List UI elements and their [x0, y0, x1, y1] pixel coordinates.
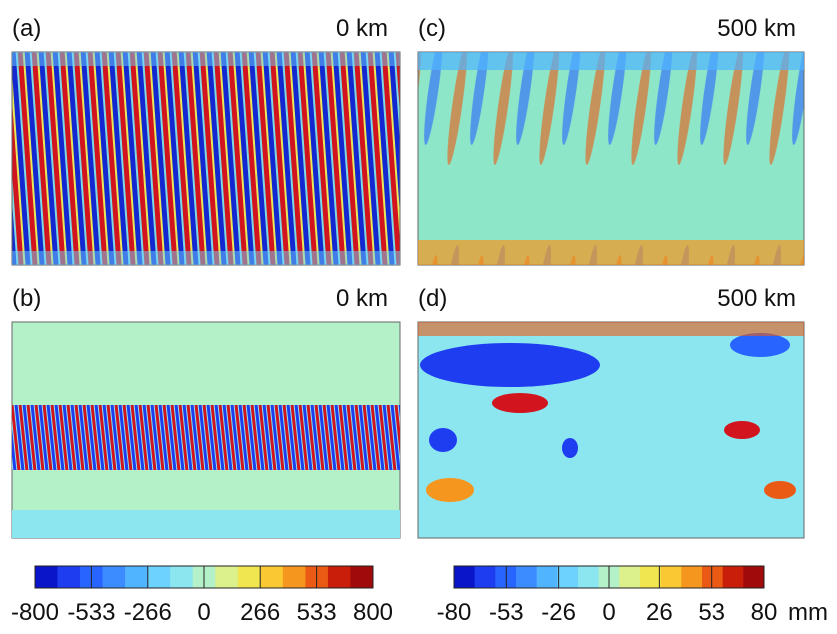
map-field	[429, 428, 457, 452]
colorbar-segment	[102, 566, 126, 588]
tick-label: 80	[751, 599, 778, 626]
tick-label: 800	[353, 599, 393, 626]
map-field	[12, 405, 400, 470]
colorbar-segment	[660, 566, 682, 588]
colorbar-segment	[147, 566, 171, 588]
colorbar-segment	[57, 566, 81, 588]
map-field	[12, 251, 400, 265]
colorbar-segment	[215, 566, 239, 588]
map-field	[418, 240, 804, 265]
panel-altitude: 0 km	[336, 15, 388, 42]
panel-altitude: 0 km	[336, 285, 388, 312]
colorbar-segment	[35, 566, 58, 588]
tick-label: -26	[541, 599, 576, 626]
map-field	[562, 438, 578, 458]
colorbar-segment	[681, 566, 703, 588]
tick-label: -533	[67, 599, 115, 626]
map-field	[418, 322, 804, 336]
colorbar-segment	[327, 566, 351, 588]
map-field	[417, 51, 805, 266]
tick-label: 0	[602, 599, 615, 626]
colorbar-segment	[578, 566, 599, 588]
map-field	[11, 51, 401, 266]
tick-label: -800	[11, 599, 59, 626]
colorbar-segment	[722, 566, 744, 588]
tick-label: -266	[124, 599, 172, 626]
map-panel	[417, 321, 805, 539]
colorbar-segment	[743, 566, 765, 588]
map-field	[12, 510, 400, 538]
colorbar-segment	[350, 566, 374, 588]
map-field	[12, 52, 400, 66]
colorbar-segment	[640, 566, 661, 588]
map-field	[420, 343, 600, 387]
colorbar-unit: mm	[788, 599, 828, 626]
panel-altitude: 500 km	[717, 285, 796, 312]
colorbar-segment	[282, 566, 306, 588]
map-field	[426, 478, 474, 502]
map-field	[764, 481, 796, 499]
tick-label: -53	[489, 599, 524, 626]
colorbar-segment	[170, 566, 194, 588]
map-field	[492, 393, 548, 413]
tick-label: -80	[437, 599, 472, 626]
tick-label: 26	[646, 599, 673, 626]
tick-label: 266	[240, 599, 280, 626]
map-field	[730, 333, 790, 357]
panel-label: (a)	[12, 15, 41, 42]
colorbar-segment	[557, 566, 579, 588]
panel-label: (c)	[418, 15, 446, 42]
tick-label: 533	[297, 599, 337, 626]
colorbar-segment	[702, 566, 723, 588]
tick-label: 53	[698, 599, 725, 626]
colorbar-segment	[536, 566, 558, 588]
colorbar-segment	[516, 566, 537, 588]
colorbar-segment	[619, 566, 641, 588]
panel-label: (b)	[12, 285, 41, 312]
panel-label: (d)	[418, 285, 447, 312]
map-panel	[11, 51, 401, 266]
colorbar-segment	[454, 566, 475, 588]
colorbar-segment	[474, 566, 496, 588]
colorbar-segment	[237, 566, 261, 588]
map-panel	[11, 321, 401, 539]
map-field	[418, 52, 804, 70]
colorbar-segment	[260, 566, 284, 588]
map-panel	[417, 51, 805, 266]
tick-label: 0	[197, 599, 210, 626]
map-field	[724, 421, 760, 439]
colorbar-segment	[125, 566, 148, 588]
panel-altitude: 500 km	[717, 15, 796, 42]
